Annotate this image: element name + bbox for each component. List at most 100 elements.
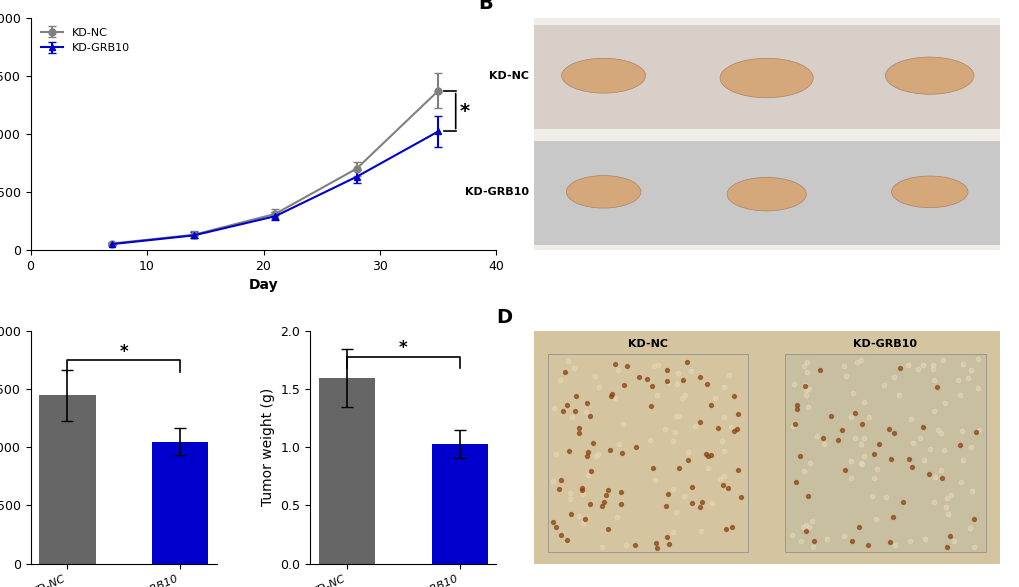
Point	[717, 524, 734, 534]
Point	[722, 522, 739, 531]
Point	[641, 435, 657, 444]
Point	[815, 440, 832, 449]
Point	[794, 522, 810, 532]
Point	[848, 357, 864, 366]
Point	[618, 540, 634, 549]
Point	[799, 357, 815, 366]
Point	[545, 517, 561, 527]
Point	[550, 484, 567, 494]
Point	[799, 403, 815, 412]
Point	[880, 537, 897, 546]
Point	[850, 523, 866, 532]
Point	[715, 446, 732, 456]
Point	[719, 483, 736, 492]
Point	[579, 470, 595, 480]
Bar	[318, 377, 375, 564]
Point	[671, 411, 687, 420]
Point	[720, 370, 737, 380]
Point	[648, 391, 664, 400]
Point	[800, 522, 816, 532]
Point	[645, 362, 661, 371]
Point	[866, 514, 882, 523]
Point	[656, 424, 673, 434]
Point	[936, 502, 953, 512]
Point	[911, 434, 927, 443]
Point	[599, 524, 615, 534]
Point	[593, 542, 609, 551]
Point	[865, 449, 881, 458]
Point	[668, 380, 685, 389]
Point	[797, 385, 813, 394]
Legend: KD-NC, KD-GRB10: KD-NC, KD-GRB10	[36, 23, 135, 58]
Point	[671, 464, 687, 473]
Point	[811, 366, 827, 375]
Point	[928, 382, 945, 392]
Point	[579, 451, 595, 460]
Point	[561, 489, 578, 498]
Point	[593, 501, 609, 511]
Point	[642, 401, 658, 410]
Point	[932, 474, 949, 483]
Point	[610, 439, 627, 448]
Point	[682, 366, 698, 376]
Point	[669, 368, 686, 377]
Point	[643, 381, 659, 390]
Point	[853, 355, 869, 365]
Point	[675, 375, 691, 384]
Point	[797, 520, 813, 529]
Point	[564, 412, 580, 421]
Ellipse shape	[891, 176, 967, 208]
Point	[943, 491, 959, 500]
Point	[666, 508, 683, 517]
Point	[863, 491, 879, 501]
Point	[886, 540, 902, 549]
Text: KD-NC: KD-NC	[488, 70, 529, 80]
Point	[924, 407, 941, 416]
Bar	[39, 395, 96, 564]
Point	[650, 361, 666, 370]
Point	[951, 390, 967, 400]
Point	[853, 459, 869, 468]
Point	[611, 488, 628, 497]
Point	[818, 534, 835, 544]
Point	[934, 356, 951, 365]
Point	[924, 364, 941, 373]
Point	[852, 439, 868, 448]
Point	[931, 465, 948, 475]
Point	[914, 360, 930, 370]
Point	[612, 500, 629, 509]
Point	[584, 438, 600, 447]
Point	[715, 412, 732, 421]
Ellipse shape	[727, 177, 805, 211]
Point	[664, 437, 681, 446]
Point	[870, 439, 887, 448]
Point	[935, 446, 952, 455]
Point	[901, 537, 917, 546]
Text: KD-NC: KD-NC	[628, 339, 667, 349]
Point	[822, 411, 839, 420]
Point	[799, 367, 815, 377]
Point	[929, 426, 946, 435]
Point	[954, 359, 970, 369]
Point	[875, 380, 892, 389]
Point	[835, 531, 851, 540]
Point	[702, 400, 718, 409]
Point	[693, 527, 709, 536]
Point	[844, 388, 860, 397]
Point	[725, 391, 741, 400]
Point	[581, 411, 597, 420]
Point	[843, 537, 859, 546]
Point	[969, 383, 985, 393]
Point	[801, 458, 817, 467]
Point	[837, 372, 853, 381]
Point	[575, 518, 591, 528]
Point	[855, 397, 871, 406]
Point	[692, 502, 708, 512]
Point	[686, 421, 702, 430]
Point	[914, 423, 930, 432]
Point	[714, 481, 731, 490]
Point	[547, 522, 564, 531]
Point	[853, 419, 869, 429]
Point	[602, 392, 619, 401]
Point	[728, 424, 744, 434]
